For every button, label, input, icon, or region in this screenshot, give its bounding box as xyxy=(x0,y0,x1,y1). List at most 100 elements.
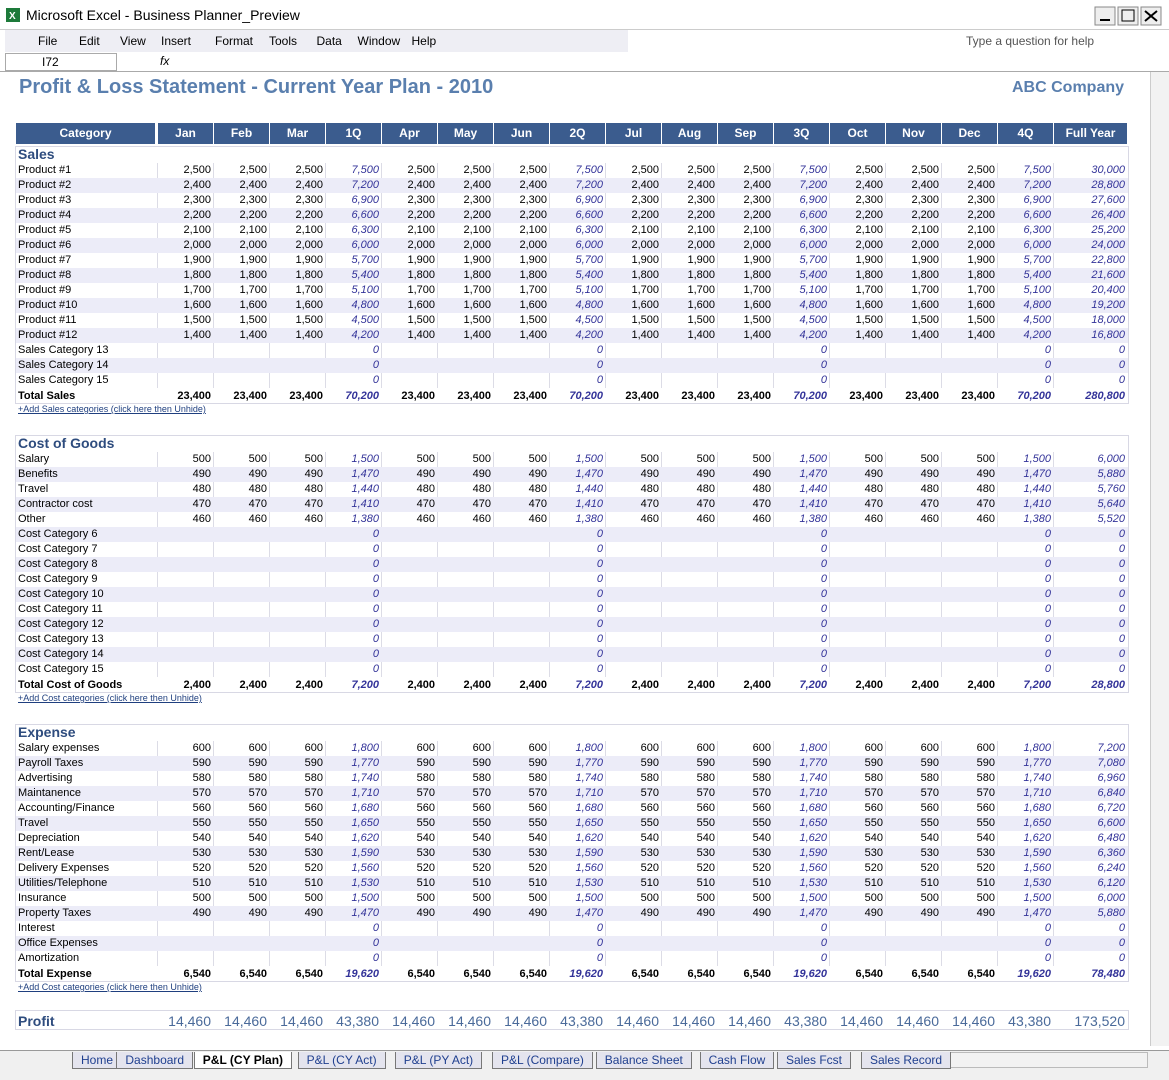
cell-value: 7,200 xyxy=(799,179,827,191)
sheet-tab[interactable]: Sales Record xyxy=(861,1052,952,1069)
cell-value: 1,900 xyxy=(743,254,771,266)
cell-value: 1,470 xyxy=(799,468,827,480)
window-controls[interactable] xyxy=(1094,6,1166,26)
menu-item[interactable]: Insert xyxy=(161,34,192,48)
row-shade xyxy=(16,298,1128,313)
name-box[interactable]: I72 xyxy=(5,53,117,71)
row-label: Delivery Expenses xyxy=(18,862,110,874)
cell-value: 78,480 xyxy=(1091,968,1125,980)
menu-item[interactable]: Format xyxy=(215,34,254,48)
row-label: Salary expenses xyxy=(18,742,100,754)
cell-value: 470 xyxy=(640,498,659,510)
help-box[interactable]: Type a question for help xyxy=(966,34,1095,48)
cell-value: 6,540 xyxy=(407,968,435,980)
cell-value: 1,700 xyxy=(407,284,435,296)
cell-value: 480 xyxy=(416,483,435,495)
menu-item[interactable]: File xyxy=(38,34,58,48)
sheet-tab[interactable]: Home xyxy=(72,1052,123,1069)
cell-value: 470 xyxy=(976,498,995,510)
cell-value: 520 xyxy=(472,862,491,874)
row-shade xyxy=(16,647,1128,662)
row-label: Sales Category 15 xyxy=(18,374,109,386)
cell-value: 480 xyxy=(248,483,267,495)
cell-value: 460 xyxy=(416,513,435,525)
cell-value: 2,000 xyxy=(239,239,267,251)
cell-value: 2,500 xyxy=(967,164,995,176)
add-categories-link[interactable]: +Add Sales categories (click here then U… xyxy=(18,404,206,414)
cell-value: 2,000 xyxy=(855,239,883,251)
cell-value: 590 xyxy=(864,757,883,769)
cell-value: 0 xyxy=(596,922,603,934)
cell-value: 490 xyxy=(192,907,211,919)
cell-value: 4,800 xyxy=(575,299,603,311)
cell-value: 2,300 xyxy=(239,194,267,206)
cell-value: 570 xyxy=(752,787,771,799)
cell-value: 4,500 xyxy=(575,314,603,326)
cell-value: 6,600 xyxy=(351,209,379,221)
cell-value: 600 xyxy=(304,742,323,754)
cell-value: 1,560 xyxy=(799,862,827,874)
profit-value: 14,460 xyxy=(168,1013,211,1029)
sheet-tab[interactable]: Dashboard xyxy=(116,1052,194,1069)
profit-value: 14,460 xyxy=(392,1013,435,1029)
menu-item[interactable]: View xyxy=(120,34,146,48)
row-shade xyxy=(16,268,1128,283)
sheet-tab[interactable]: Sales Fcst xyxy=(777,1052,852,1069)
menu-item[interactable]: Help xyxy=(411,34,437,48)
cell-value: 2,200 xyxy=(183,209,211,221)
cell-value: 480 xyxy=(472,483,491,495)
cell-value: 500 xyxy=(472,453,491,465)
sheet-tab[interactable]: Cash Flow xyxy=(699,1052,775,1069)
cell-value: 530 xyxy=(472,847,491,859)
add-categories-link[interactable]: +Add Cost categories (click here then Un… xyxy=(18,693,202,703)
cell-value: 5,760 xyxy=(1097,483,1125,495)
row-shade xyxy=(16,587,1128,602)
row-label: Product #1 xyxy=(18,164,72,176)
row-shade xyxy=(16,238,1128,253)
cell-value: 7,200 xyxy=(351,679,379,691)
cell-value: 1,560 xyxy=(575,862,603,874)
column-header: Apr xyxy=(382,123,437,144)
cell-value: 1,800 xyxy=(687,269,715,281)
row-shade xyxy=(16,527,1128,542)
vertical-scrollbar[interactable] xyxy=(1150,72,1169,1046)
cell-value: 1,700 xyxy=(855,284,883,296)
cell-value: 490 xyxy=(416,907,435,919)
cell-value: 2,500 xyxy=(855,164,883,176)
cell-value: 7,500 xyxy=(351,164,379,176)
sheet-tab[interactable]: P&L (CY Plan) xyxy=(193,1052,293,1069)
cell-value: 1,800 xyxy=(631,269,659,281)
cell-value: 2,400 xyxy=(911,679,939,691)
cell-value: 470 xyxy=(864,498,883,510)
cell-value: 470 xyxy=(920,498,939,510)
cell-value: 520 xyxy=(976,862,995,874)
menu-item[interactable]: Tools xyxy=(269,34,298,48)
cell-value: 4,500 xyxy=(799,314,827,326)
cell-value: 0 xyxy=(372,618,379,630)
sheet-tab[interactable]: P&L (PY Act) xyxy=(394,1052,483,1069)
cell-value: 1,380 xyxy=(1023,513,1051,525)
cell-value: 2,500 xyxy=(687,164,715,176)
row-label: Product #4 xyxy=(18,209,72,221)
add-categories-link[interactable]: +Add Cost categories (click here then Un… xyxy=(18,982,202,992)
sheet-tab[interactable]: P&L (Compare) xyxy=(492,1052,593,1069)
cell-value: 490 xyxy=(248,907,267,919)
cell-value: 0 xyxy=(1044,618,1051,630)
menu-item[interactable]: Window xyxy=(357,34,401,48)
cell-value: 6,540 xyxy=(239,968,267,980)
cell-value: 1,710 xyxy=(351,787,379,799)
cell-value: 2,000 xyxy=(631,239,659,251)
cell-value: 550 xyxy=(304,817,323,829)
cell-value: 1,710 xyxy=(1023,787,1051,799)
cell-value: 1,650 xyxy=(1023,817,1051,829)
menu-item[interactable]: Data xyxy=(316,34,342,48)
cell-value: 2,100 xyxy=(631,224,659,236)
cell-value: 590 xyxy=(752,757,771,769)
cell-value: 2,300 xyxy=(183,194,211,206)
cell-value: 0 xyxy=(820,588,827,600)
sheet-tab[interactable]: Balance Sheet xyxy=(595,1052,692,1069)
cell-value: 490 xyxy=(472,907,491,919)
menu-item[interactable]: Edit xyxy=(79,34,100,48)
sheet-tab[interactable]: P&L (CY Act) xyxy=(297,1052,386,1069)
cell-value: 1,470 xyxy=(351,468,379,480)
